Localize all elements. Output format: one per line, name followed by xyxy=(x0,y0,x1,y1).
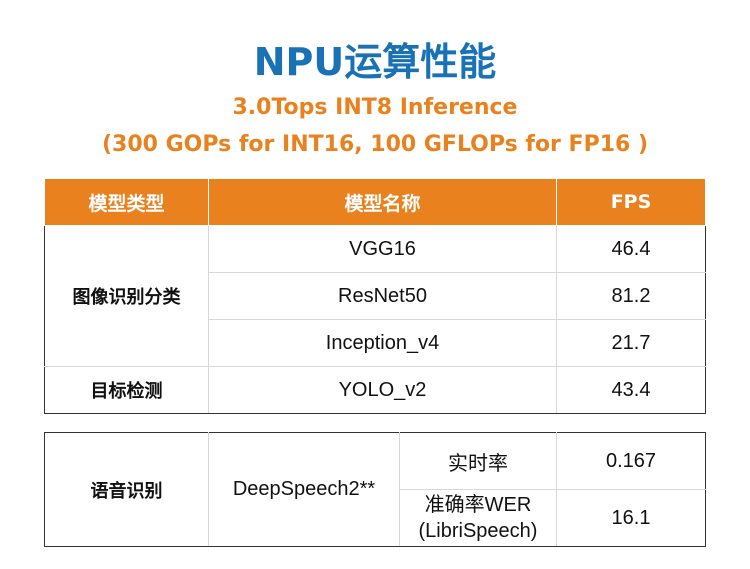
metric-dataset: (LibriSpeech) xyxy=(418,520,538,542)
model-name-cell: DeepSpeech2** xyxy=(208,432,400,547)
subtitle-int8: 3.0Tops INT8 Inference xyxy=(232,95,518,120)
model-name-cell: Inception_v4 xyxy=(208,319,557,367)
value-cell: 0.167 xyxy=(556,432,706,490)
table-header-row: 模型类型 模型名称 FPS xyxy=(44,178,706,226)
metric-cell: 实时率 xyxy=(399,432,557,490)
category-image-classification: 图像识别分类 xyxy=(44,225,209,367)
table-row: 准确率WER (LibriSpeech) 16.1 xyxy=(45,489,706,547)
speech-recognition-table: 语音识别 DeepSpeech2** 实时率 0.167 准确率WER (Lib… xyxy=(44,432,706,547)
subtitle-int16-fp16: (300 GOPs for INT16, 100 GFLOPs for FP16… xyxy=(101,132,649,157)
table-row: 图像识别分类 VGG16 46.4 xyxy=(44,225,706,367)
metric-label: 准确率WER xyxy=(424,494,532,516)
value-cell: 16.1 xyxy=(556,489,706,547)
table-row: 语音识别 DeepSpeech2** 实时率 0.167 xyxy=(44,432,706,547)
model-name-cell: ResNet50 xyxy=(208,272,557,320)
fps-cell: 43.4 xyxy=(556,366,706,414)
header-model-type: 模型类型 xyxy=(44,178,209,226)
model-name-cell: YOLO_v2 xyxy=(208,366,557,414)
npu-performance-table: 模型类型 模型名称 FPS 图像识别分类 VGG16 46.4 ResNet50… xyxy=(44,178,706,414)
category-object-detection: 目标检测 xyxy=(44,366,209,414)
table-row: 目标检测 YOLO_v2 43.4 xyxy=(44,366,706,414)
header-fps: FPS xyxy=(556,178,706,226)
fps-cell: 21.7 xyxy=(556,319,706,367)
header-model-name: 模型名称 xyxy=(208,178,557,226)
table-row: ResNet50 81.2 xyxy=(45,272,706,320)
fps-cell: 81.2 xyxy=(556,272,706,320)
fps-cell: 46.4 xyxy=(556,225,706,273)
model-name-cell: VGG16 xyxy=(208,225,557,273)
table-row: Inception_v4 21.7 xyxy=(45,319,706,367)
metric-cell: 准确率WER (LibriSpeech) xyxy=(399,489,557,547)
page-title: NPU运算性能 xyxy=(253,40,497,84)
category-speech-recognition: 语音识别 xyxy=(44,432,209,547)
